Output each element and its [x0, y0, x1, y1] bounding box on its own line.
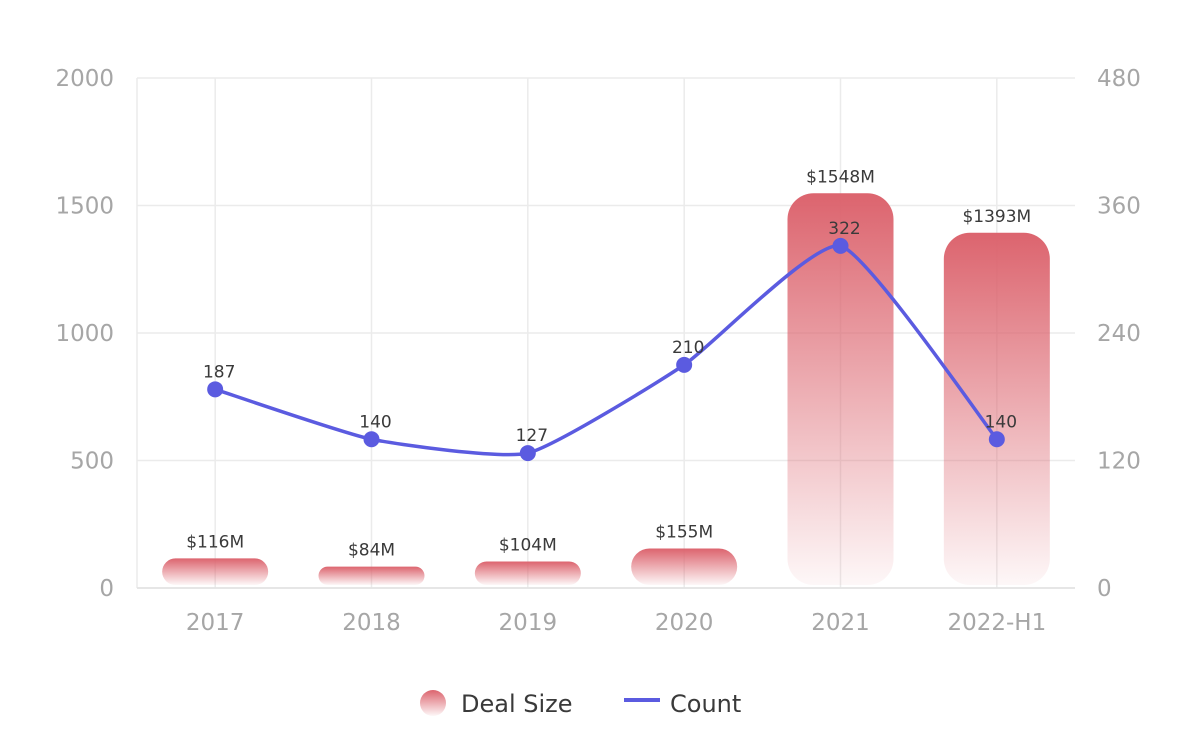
- line-point: [676, 356, 693, 373]
- legend-item-deal-size[interactable]: Deal Size: [420, 690, 573, 718]
- bar: [474, 561, 581, 585]
- bar-value-label: $84M: [348, 541, 395, 561]
- bar-value-label: $1393M: [962, 207, 1031, 227]
- line-point: [988, 431, 1005, 448]
- bar-value-label: $1548M: [806, 167, 875, 187]
- line-point: [207, 381, 224, 398]
- bar-data-labels: $116M $84M $104M $155M $1548M $1393M: [186, 167, 1031, 560]
- x-axis: 2017 2018 2019 2020 2021 2022-H1: [186, 610, 1046, 636]
- line-value-label: 187: [203, 362, 235, 382]
- line-point: [832, 237, 849, 254]
- line-data-labels: 187 140 127 210 322 140: [203, 219, 1017, 446]
- left-tick-label: 0: [99, 576, 114, 602]
- bar: [631, 548, 738, 585]
- left-tick-label: 2000: [55, 66, 114, 92]
- bar: [162, 558, 269, 585]
- line-point: [363, 431, 380, 448]
- left-tick-label: 1000: [55, 321, 114, 347]
- line-value-label: 140: [985, 412, 1017, 432]
- line-value-label: 127: [516, 426, 548, 446]
- line-value-label: 322: [828, 219, 860, 239]
- left-tick-label: 1500: [55, 194, 114, 220]
- line-point: [519, 445, 536, 462]
- x-tick-label: 2017: [186, 610, 245, 636]
- bar-value-label: $116M: [186, 532, 244, 552]
- bar-value-label: $104M: [499, 535, 557, 555]
- line-series-count: [207, 237, 1005, 462]
- right-tick-label: 360: [1097, 194, 1141, 220]
- right-tick-label: 120: [1097, 449, 1141, 475]
- left-axis: 0 500 1000 1500 2000: [55, 66, 114, 602]
- line-value-label: 210: [672, 338, 704, 358]
- bar-value-label: $155M: [655, 522, 713, 542]
- right-axis: 0 120 240 360 480: [1097, 66, 1141, 602]
- bar: [318, 566, 425, 585]
- right-tick-label: 480: [1097, 66, 1141, 92]
- gridlines: [136, 77, 1075, 589]
- right-tick-label: 0: [1097, 576, 1112, 602]
- x-tick-label: 2022-H1: [947, 610, 1046, 636]
- left-tick-label: 500: [70, 449, 114, 475]
- bar-series-deal-size: [162, 193, 1050, 585]
- legend: Deal Size Count: [420, 690, 741, 718]
- x-tick-label: 2020: [655, 610, 714, 636]
- x-tick-label: 2019: [499, 610, 558, 636]
- line-value-label: 140: [359, 412, 391, 432]
- legend-label-deal-size: Deal Size: [461, 690, 573, 718]
- bar: [943, 232, 1050, 585]
- bar: [787, 193, 894, 585]
- x-tick-label: 2018: [342, 610, 401, 636]
- legend-item-count[interactable]: Count: [624, 690, 741, 718]
- x-tick-label: 2021: [811, 610, 870, 636]
- right-tick-label: 240: [1097, 321, 1141, 347]
- legend-swatch-deal-size: [420, 690, 446, 716]
- legend-label-count: Count: [670, 690, 741, 718]
